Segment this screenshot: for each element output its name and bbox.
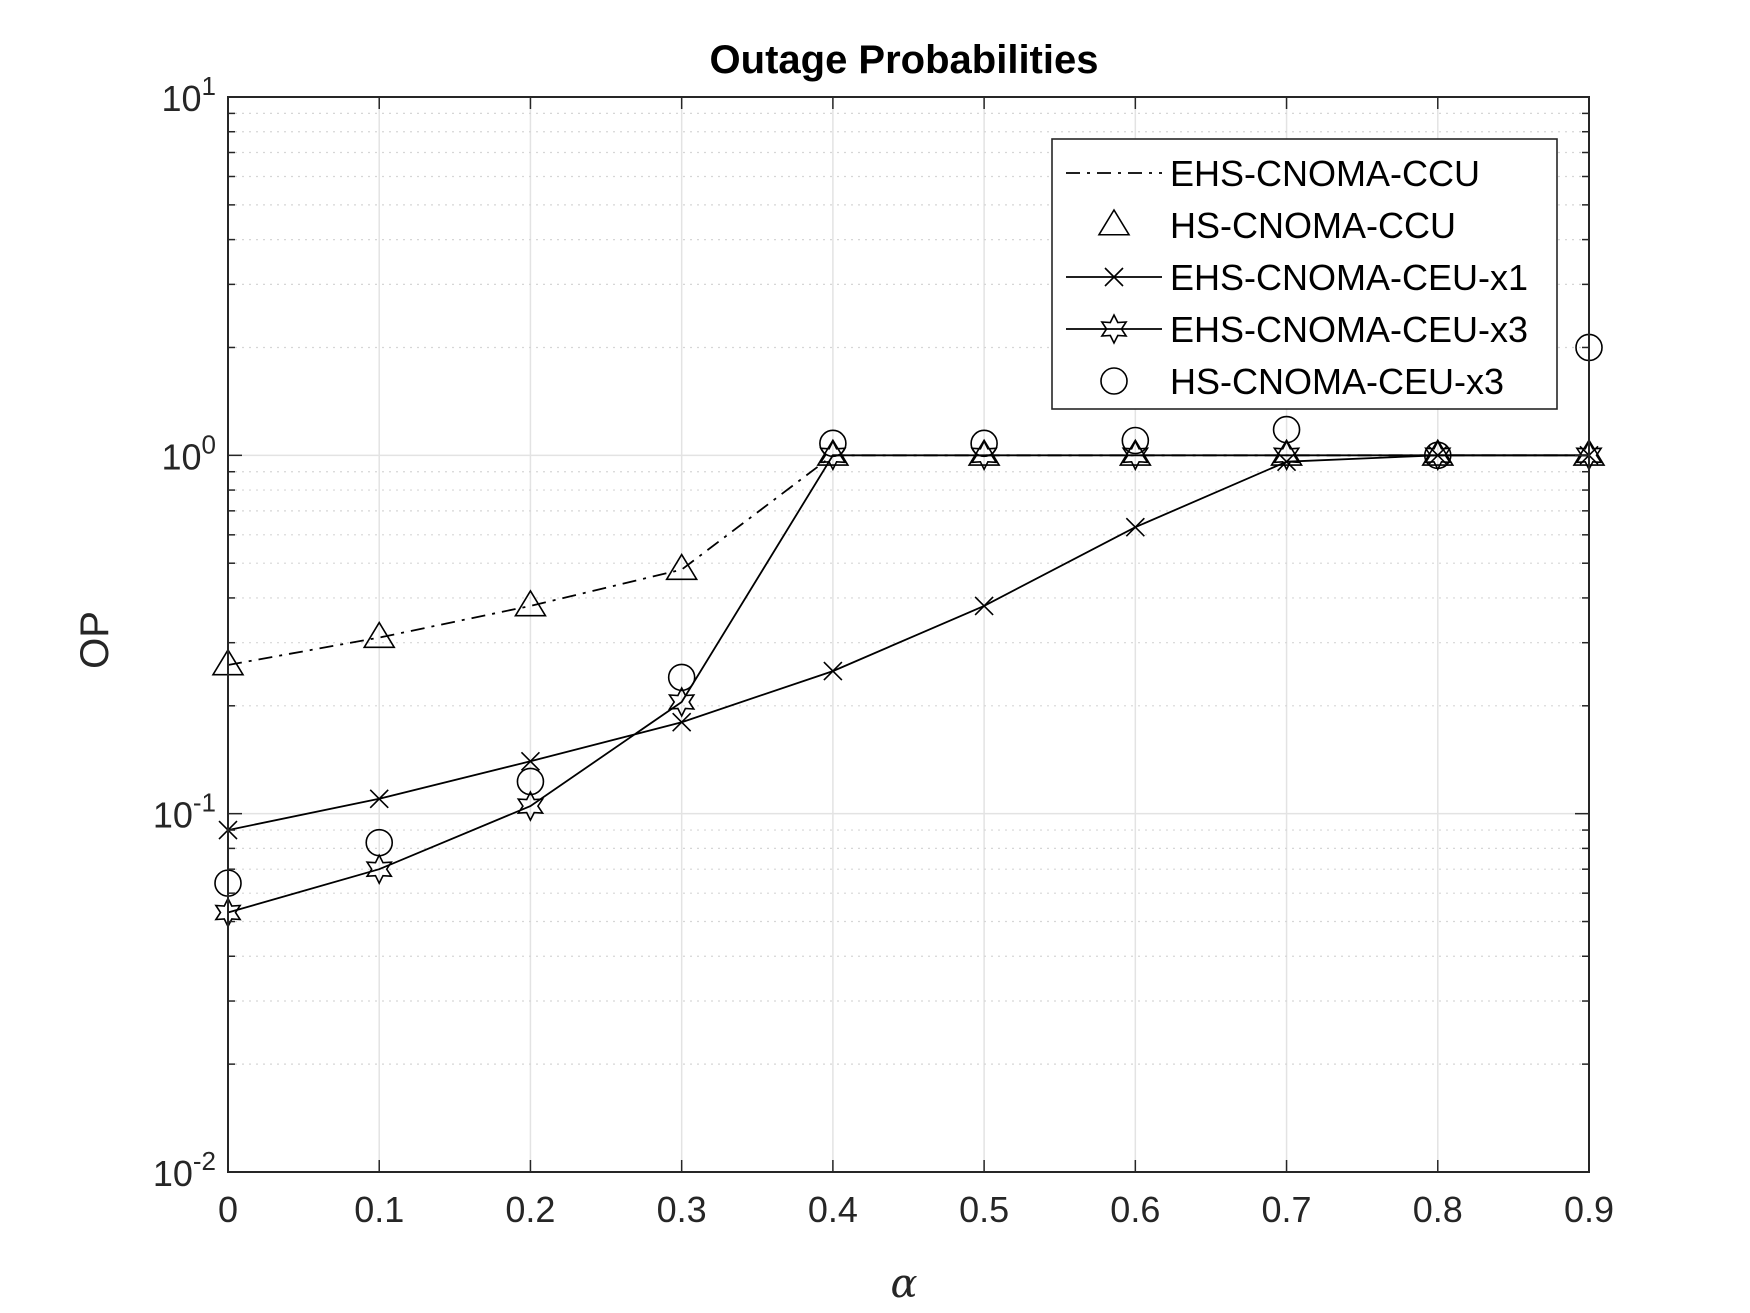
hexagram-marker bbox=[1121, 439, 1150, 472]
hexagram-marker bbox=[516, 790, 545, 822]
x-tick-labels: 0 0.1 0.2 0.3 0.4 0.5 0.6 0.7 0.8 0.9 bbox=[218, 1189, 1614, 1230]
hexagram-marker bbox=[1100, 313, 1128, 345]
y-tick-labels: 10-2 10-1 100 101 bbox=[153, 71, 216, 1194]
circle-marker bbox=[819, 429, 847, 458]
hexagram-marker bbox=[365, 853, 393, 885]
axes-box bbox=[227, 96, 1590, 1173]
x-marker bbox=[823, 661, 843, 681]
x-tick-label: 0.5 bbox=[959, 1189, 1009, 1230]
y-tick-label: 10-2 bbox=[153, 1146, 216, 1194]
x-tick-label: 0.9 bbox=[1564, 1189, 1614, 1230]
x-tick-label: 0.3 bbox=[657, 1189, 707, 1230]
triangle-marker bbox=[1118, 438, 1152, 466]
x-tick-label: 0.8 bbox=[1413, 1189, 1463, 1230]
series-EHS-CNOMA-CEU-x3 bbox=[214, 439, 1603, 929]
y-tick-label: 101 bbox=[161, 71, 216, 119]
x-tick-label: 0.1 bbox=[354, 1189, 404, 1230]
legend-label: EHS-CNOMA-CEU-x3 bbox=[1170, 309, 1528, 350]
triangle-marker bbox=[816, 438, 850, 466]
chart-title: Outage Probabilities bbox=[710, 38, 1099, 82]
x-marker bbox=[520, 751, 541, 771]
series-layer bbox=[211, 333, 1606, 929]
triangle-marker bbox=[665, 553, 699, 581]
x-tick-label: 0.4 bbox=[808, 1189, 858, 1230]
legend-box bbox=[1051, 138, 1558, 410]
legend-label: HS-CNOMA-CEU-x3 bbox=[1170, 361, 1504, 402]
x-tick-label: 0.2 bbox=[505, 1189, 555, 1230]
legend: EHS-CNOMA-CCU HS-CNOMA-CCU EHS-CNOMA-CEU-x… bbox=[1051, 138, 1558, 410]
hexagram-marker bbox=[1424, 439, 1452, 472]
triangle-marker bbox=[967, 438, 1001, 466]
x-marker bbox=[974, 596, 994, 616]
series-line bbox=[227, 454, 1589, 914]
legend-label: HS-CNOMA-CCU bbox=[1170, 205, 1456, 246]
series-HS-CNOMA-CCU bbox=[211, 438, 1606, 676]
triangle-marker bbox=[1421, 438, 1455, 466]
y-tick-label: 100 bbox=[161, 429, 216, 477]
triangle-marker bbox=[1270, 438, 1303, 466]
legend-label: EHS-CNOMA-CCU bbox=[1170, 153, 1480, 194]
x-marker bbox=[369, 789, 389, 809]
y-axis-label: OP bbox=[73, 611, 117, 669]
triangle-marker bbox=[514, 589, 547, 617]
x-axis-label: α bbox=[890, 1261, 917, 1307]
x-tick-label: 0.6 bbox=[1110, 1189, 1160, 1230]
series-line bbox=[227, 454, 1589, 831]
circle-marker bbox=[970, 429, 998, 458]
triangle-marker bbox=[362, 621, 396, 649]
circle-marker bbox=[1100, 367, 1128, 395]
y-tick-label: 10-1 bbox=[153, 788, 216, 836]
circle-marker bbox=[516, 767, 545, 796]
x-marker bbox=[672, 712, 692, 732]
hexagram-marker bbox=[667, 686, 696, 718]
triangle-marker bbox=[1097, 208, 1131, 236]
legend-label: EHS-CNOMA-CEU-x1 bbox=[1170, 257, 1528, 298]
x-marker bbox=[1104, 267, 1124, 287]
x-tick-label: 0 bbox=[218, 1189, 238, 1230]
tick-marks bbox=[227, 97, 1590, 1173]
hexagram-marker bbox=[1272, 439, 1301, 472]
x-marker bbox=[1125, 517, 1145, 537]
circle-marker bbox=[667, 663, 696, 692]
circle-marker bbox=[1121, 426, 1150, 455]
circle-marker bbox=[1272, 415, 1301, 444]
x-tick-label: 0.7 bbox=[1262, 1189, 1312, 1230]
circle-marker bbox=[365, 828, 394, 857]
circle-marker bbox=[1423, 441, 1452, 470]
